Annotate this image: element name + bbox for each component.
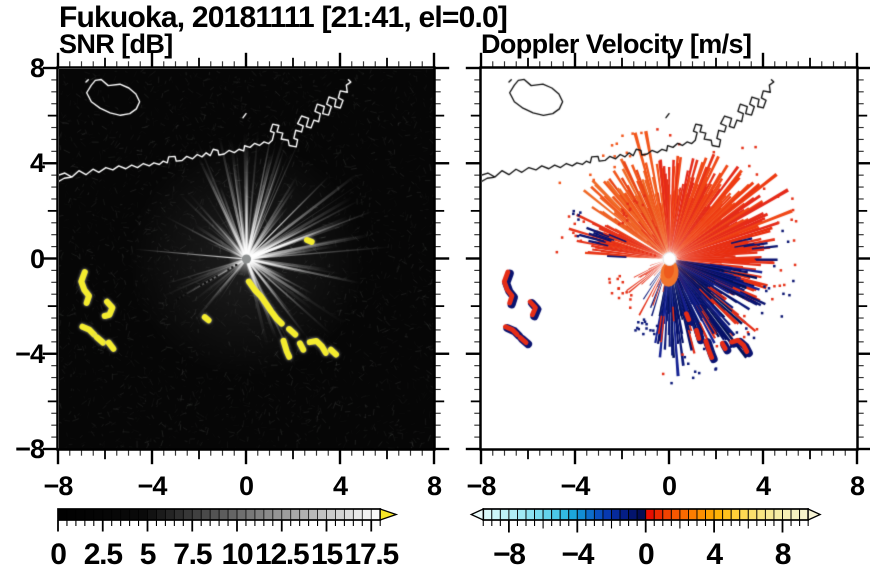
snr-xtick-label: 8 (426, 471, 442, 501)
snr-colorbar-label: 7.5 (173, 538, 212, 570)
doppler-colorbar-label: 0 (637, 538, 655, 570)
snr-xtick-label: −4 (137, 471, 168, 501)
doppler-xtick-label: 4 (755, 471, 771, 501)
snr-colorbar-label: 10 (221, 538, 254, 570)
doppler-xtick-label: 8 (849, 471, 865, 501)
snr-ytick-label: 8 (29, 53, 45, 83)
doppler-xtick-label: −4 (560, 471, 591, 501)
snr-ytick-label: −4 (15, 338, 45, 369)
snr-colorbar-label: 5 (139, 538, 157, 570)
snr-panel-title: SNR [dB] (59, 29, 173, 59)
doppler-colorbar-label: 8 (774, 538, 792, 570)
snr-plot-canvas (59, 69, 434, 449)
page-title: Fukuoka, 20181111 [21:41, el=0.0] (59, 1, 508, 34)
doppler-colorbar-label: −8 (492, 538, 526, 570)
axis-ticks (42, 52, 870, 465)
snr-xtick-label: 4 (332, 471, 348, 501)
doppler-colorbar-label: −4 (561, 538, 594, 570)
doppler-xtick-label: 0 (661, 471, 677, 501)
doppler-plot-canvas (482, 69, 857, 449)
snr-colorbar-label: 12.5 (254, 538, 310, 570)
panel-frames (56, 66, 859, 451)
doppler-xtick-label: −8 (466, 471, 497, 501)
doppler-colorbar-label: 4 (706, 538, 723, 570)
doppler-panel-title: Doppler Velocity [m/s] (481, 29, 752, 59)
colorbars (57, 507, 822, 533)
snr-ytick-label: 0 (29, 243, 45, 274)
snr-colorbar-label: 0 (50, 538, 67, 570)
snr-colorbar-label: 17.5 (344, 538, 399, 570)
snr-xtick-label: 0 (238, 471, 254, 501)
snr-xtick-label: −8 (43, 471, 74, 501)
snr-ytick-label: −8 (15, 434, 45, 464)
snr-colorbar-label: 15 (311, 538, 343, 570)
snr-ytick-label: 4 (29, 148, 45, 179)
snr-colorbar-label: 2.5 (83, 538, 123, 570)
